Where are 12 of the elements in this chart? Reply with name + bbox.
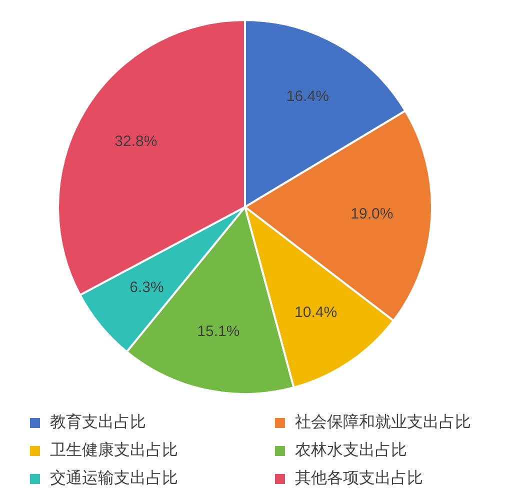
legend-label: 其他各项支出占比 [295,468,423,489]
legend-label: 社会保障和就业支出占比 [295,412,471,433]
legend-label: 交通运输支出占比 [50,468,178,489]
data-label: 16.4% [286,88,329,105]
legend-label: 卫生健康支出占比 [50,440,178,461]
data-label: 19.0% [350,206,394,223]
legend-label: 教育支出占比 [50,412,146,433]
data-label: 10.4% [294,304,338,322]
legend-label: 农林水支出占比 [295,440,407,461]
data-label: 6.3% [130,279,164,296]
data-label: 15.1% [197,322,240,340]
data-label: 32.8% [114,133,158,150]
